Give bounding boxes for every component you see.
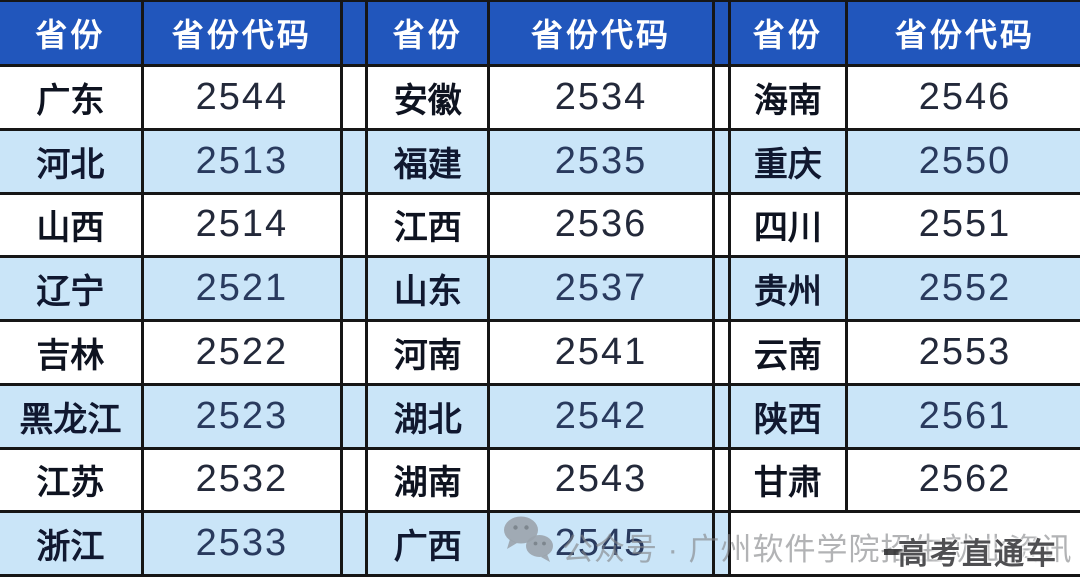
- province-cell: 黑龙江: [0, 382, 144, 450]
- header-code: 省份代码: [844, 0, 1080, 67]
- province-cell: 安徽: [365, 64, 491, 131]
- code-cell: 2535: [487, 127, 715, 195]
- code-cell: 2546: [844, 64, 1080, 131]
- province-cell: 河南: [365, 319, 491, 386]
- code-cell: 2532: [140, 446, 344, 514]
- empty-cell: [727, 510, 1080, 577]
- code-cell: 2513: [140, 127, 344, 195]
- code-cell: 2553: [844, 319, 1080, 386]
- spacer-cell: [340, 510, 369, 577]
- province-cell: 广西: [365, 510, 491, 577]
- code-cell: 2536: [487, 191, 715, 259]
- spacer-cell: [711, 191, 731, 259]
- table-row: 浙江 2533 广西 2545: [0, 510, 1080, 577]
- spacer-cell: [340, 191, 369, 259]
- table-row: 辽宁 2521 山东 2537 贵州 2552: [0, 255, 1080, 322]
- code-cell: 2561: [844, 382, 1080, 450]
- province-cell: 贵州: [727, 255, 848, 322]
- code-cell: 2523: [140, 382, 344, 450]
- province-cell: 重庆: [727, 127, 848, 195]
- header-province: 省份: [0, 0, 144, 67]
- province-cell: 陕西: [727, 382, 848, 450]
- header-row: 省份 省份代码 省份 省份代码 省份 省份代码: [0, 0, 1080, 67]
- spacer-cell: [711, 382, 731, 450]
- code-cell: 2551: [844, 191, 1080, 259]
- province-cell: 山东: [365, 255, 491, 322]
- province-cell: 辽宁: [0, 255, 144, 322]
- table-header: 省份 省份代码 省份 省份代码 省份 省份代码: [0, 0, 1080, 67]
- province-cell: 河北: [0, 127, 144, 195]
- province-cell: 云南: [727, 319, 848, 386]
- province-cell: 甘肃: [727, 446, 848, 514]
- spacer-cell: [340, 446, 369, 514]
- table-row: 山西 2514 江西 2536 四川 2551: [0, 191, 1080, 259]
- code-cell: 2537: [487, 255, 715, 322]
- spacer-cell: [340, 319, 369, 386]
- table-row: 江苏 2532 湖南 2543 甘肃 2562: [0, 446, 1080, 514]
- province-cell: 广东: [0, 64, 144, 131]
- spacer-cell: [340, 255, 369, 322]
- code-cell: 2550: [844, 127, 1080, 195]
- header-code: 省份代码: [487, 0, 715, 67]
- table-row: 广东 2544 安徽 2534 海南 2546: [0, 64, 1080, 131]
- spacer-cell: [711, 319, 731, 386]
- code-cell: 2522: [140, 319, 344, 386]
- spacer-cell: [711, 255, 731, 322]
- spacer-cell: [711, 64, 731, 131]
- code-cell: 2542: [487, 382, 715, 450]
- spacer-cell: [711, 510, 731, 577]
- code-cell: 2552: [844, 255, 1080, 322]
- spacer-cell: [340, 382, 369, 450]
- spacer-cell: [711, 446, 731, 514]
- province-cell: 山西: [0, 191, 144, 259]
- code-cell: 2562: [844, 446, 1080, 514]
- spacer-cell: [340, 127, 369, 195]
- spacer-cell: [340, 64, 369, 131]
- province-cell: 湖南: [365, 446, 491, 514]
- code-cell: 2544: [140, 64, 344, 131]
- province-cell: 福建: [365, 127, 491, 195]
- code-cell: 2541: [487, 319, 715, 386]
- table-row: 黑龙江 2523 湖北 2542 陕西 2561: [0, 382, 1080, 450]
- header-province: 省份: [365, 0, 491, 67]
- province-cell: 湖北: [365, 382, 491, 450]
- spacer-cell: [711, 127, 731, 195]
- code-cell: 2543: [487, 446, 715, 514]
- header-spacer: [340, 0, 369, 67]
- table-row: 河北 2513 福建 2535 重庆 2550: [0, 127, 1080, 195]
- province-cell: 江西: [365, 191, 491, 259]
- province-cell: 吉林: [0, 319, 144, 386]
- code-cell: 2545: [487, 510, 715, 577]
- province-cell: 浙江: [0, 510, 144, 577]
- code-cell: 2514: [140, 191, 344, 259]
- code-cell: 2534: [487, 64, 715, 131]
- header-province: 省份: [727, 0, 848, 67]
- province-cell: 四川: [727, 191, 848, 259]
- table-row: 吉林 2522 河南 2541 云南 2553: [0, 319, 1080, 386]
- code-cell: 2533: [140, 510, 344, 577]
- header-code: 省份代码: [140, 0, 344, 67]
- province-cell: 海南: [727, 64, 848, 131]
- header-spacer: [711, 0, 731, 67]
- code-cell: 2521: [140, 255, 344, 322]
- province-cell: 江苏: [0, 446, 144, 514]
